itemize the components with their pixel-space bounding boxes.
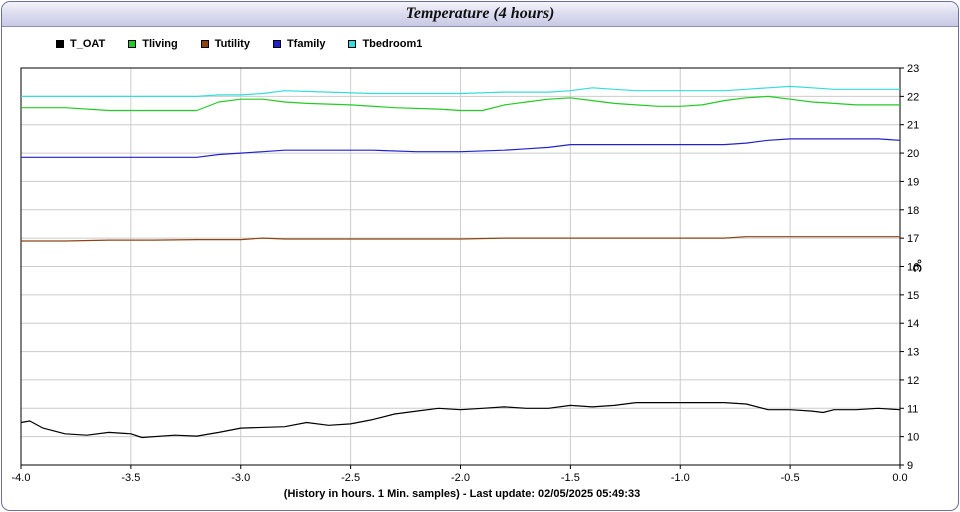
x-tick-label: 0.0 (892, 472, 907, 484)
legend-label: Tbedroom1 (362, 38, 423, 50)
legend-swatch (348, 40, 357, 48)
legend-swatch (272, 40, 281, 48)
x-tick-label: -3.0 (231, 472, 250, 484)
legend-swatch (56, 40, 64, 48)
x-tick-label: -4.0 (12, 472, 31, 484)
y-tick-label: 22 (907, 91, 919, 103)
series-line-t-oat (20, 402, 901, 439)
y-tick-label: 11 (907, 403, 918, 415)
y-tick-label: 10 (907, 432, 919, 444)
y-tick-label: 18 (907, 205, 919, 217)
x-tick-label: -3.5 (121, 472, 140, 484)
series-line-tbedroom1 (21, 85, 900, 97)
y-tick-label: 17 (907, 233, 919, 245)
y-tick-label: 12 (907, 375, 919, 387)
y-tick-label: 13 (907, 347, 919, 359)
y-tick-label: 9 (907, 460, 913, 472)
series-line-tutility (21, 236, 900, 242)
y-tick-label: 21 (907, 120, 919, 132)
legend-item-t-oat: T_OAT (56, 37, 105, 51)
legend-label: Tfamily (286, 38, 326, 50)
title-bar: Temperature (4 hours) (2, 2, 958, 27)
y-tick-label: 20 (907, 148, 919, 160)
legend-label: T_OAT (70, 38, 106, 50)
legend-item-tutility: Tutility (200, 37, 250, 51)
legend-item-tfamily: Tfamily (272, 37, 326, 51)
x-tick-label: -1.0 (671, 472, 690, 484)
x-tick-label: -0.5 (781, 472, 800, 484)
legend-item-tbedroom1: Tbedroom1 (348, 37, 422, 51)
y-tick-label: 16 (907, 262, 919, 274)
x-tick-label: -1.5 (561, 472, 580, 484)
x-tick-label: -2.5 (341, 472, 360, 484)
legend-item-tliving: Tliving (128, 37, 178, 51)
x-axis-caption: (History in hours. 1 Min. samples) - Las… (283, 488, 641, 500)
y-axis-label: °C (910, 259, 924, 273)
y-tick-label: 23 (907, 63, 919, 75)
series-line-tfamily (21, 138, 901, 158)
legend-label: Tutility (214, 38, 250, 50)
y-tick-label: 14 (907, 318, 919, 330)
chart-title: Temperature (4 hours) (405, 5, 555, 22)
y-tick-label: 15 (907, 290, 919, 302)
legend-swatch (128, 40, 137, 48)
y-tick-label: 19 (907, 176, 919, 188)
x-tick-label: -2.0 (451, 472, 470, 484)
legend-label: Tliving (142, 38, 178, 50)
series-line-tliving (21, 95, 900, 112)
legend: T_OAT Tliving Tutility Tfamily Tbedroom1 (56, 37, 445, 51)
legend-swatch (200, 40, 209, 48)
